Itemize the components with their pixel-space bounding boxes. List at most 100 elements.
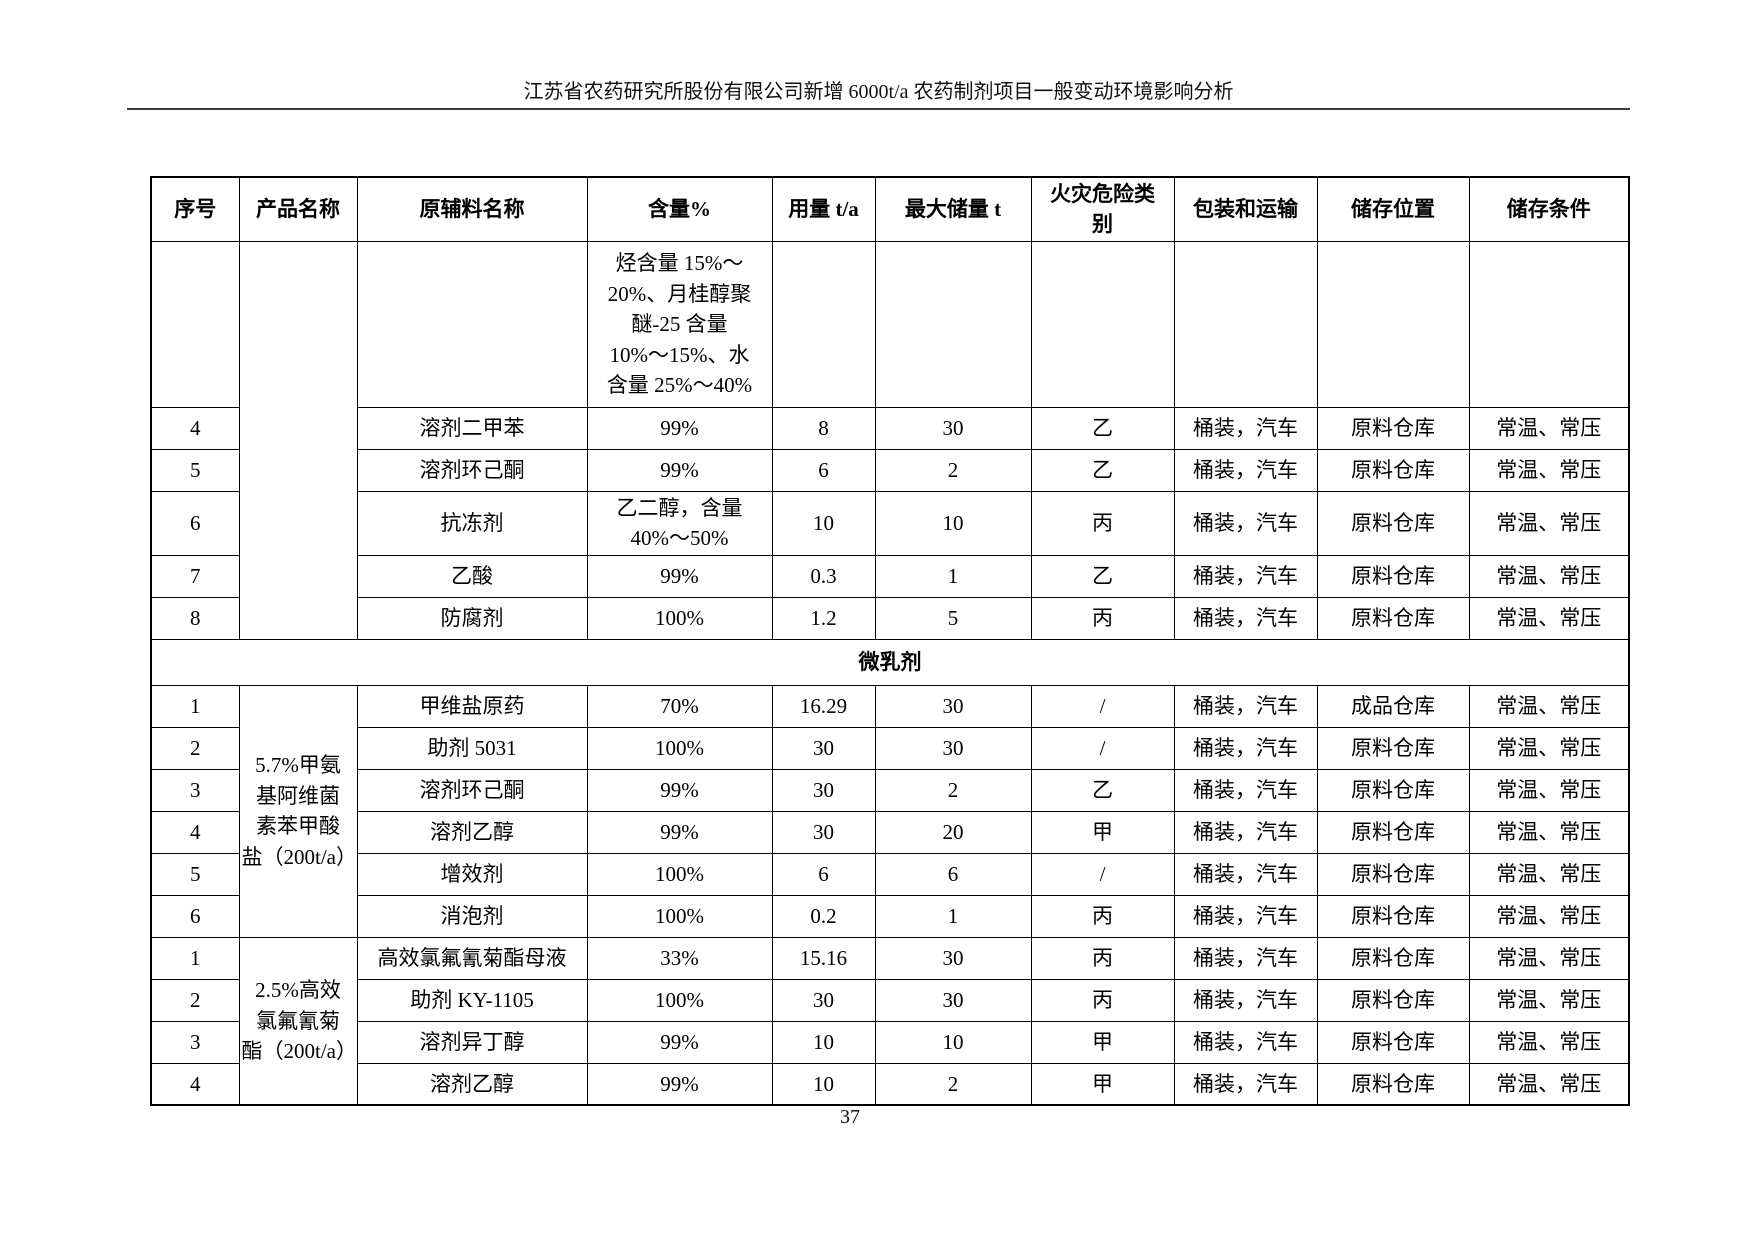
table-row: 6 抗冻剂 乙二醇，含量 40%～50% 10 10 丙桶装，汽车 原料仓库 常温、常压 [150,490,1630,556]
table-cell: 3 [150,1020,240,1064]
column-header: 火灾危险类 别 [1030,176,1175,242]
table-cell: 丙 [1030,490,1175,556]
table-cell: 桶装，汽车 [1173,1062,1318,1106]
table-cell: 4 [150,810,240,854]
table-cell: 4 [150,406,240,450]
table-cell: 常温、常压 [1468,1062,1630,1106]
table-cell: 15.16 [771,936,876,980]
table-cell [356,240,588,408]
table-cell [771,240,876,408]
table-cell: 99% [586,1020,773,1064]
table-cell: 原料仓库 [1316,852,1470,896]
table-cell: 增效剂 [356,852,588,896]
table-cell: 常温、常压 [1468,852,1630,896]
table-cell: 常温、常压 [1468,936,1630,980]
table-cell: 乙酸 [356,554,588,598]
table-cell: 原料仓库 [1316,596,1470,640]
table-cell: 常温、常压 [1468,448,1630,492]
table-cell: 10 [771,1062,876,1106]
table-cell: 甲 [1030,810,1175,854]
table-cell: 桶装，汽车 [1173,894,1318,938]
table-cell: 原料仓库 [1316,768,1470,812]
table-cell: 6 [771,852,876,896]
table-cell: 丙 [1030,596,1175,640]
table-header: 序号 产品名称 原辅料名称 含量% 用量 t/a 最大储量 t 火灾危险类 别包装和运输 储存… [150,176,1630,242]
table-cell: 常温、常压 [1468,978,1630,1022]
table-cell: 30 [874,684,1032,728]
table-cell [150,240,240,408]
table-cell: 99% [586,810,773,854]
table-cell: 桶装，汽车 [1173,406,1318,450]
table-row: 2 助剂 KY-1105 100% 30 30 丙桶装，汽车 原料仓库 常温、常压 [150,978,1630,1022]
column-header: 含量% [586,176,773,242]
table-cell: 5 [874,596,1032,640]
table-row: 1 2.5%高效 氯氟氰菊 酯（200t/a） 高效氯氟氰菊酯母液 33% 15.16 3… [150,936,1630,1106]
table-cell: 甲 [1030,1020,1175,1064]
raw-materials-table: 序号 产品名称 原辅料名称 含量% 用量 t/a 最大储量 t 火灾危险类 别包装和运输 储存… [150,176,1630,1107]
table-cell: 原料仓库 [1316,1062,1470,1106]
table-row: 8 防腐剂 100% 1.2 5 丙桶装，汽车 原料仓库 常温、常压 [150,596,1630,640]
table-cell: 桶装，汽车 [1173,852,1318,896]
table-cell: 丙 [1030,894,1175,938]
table-cell: 4 [150,1062,240,1106]
table-row: 1 5.7%甲氨 基阿维菌 素苯甲酸 盐（200t/a） 甲维盐原药 70% 16.29… [150,684,1630,938]
table-row: 6 消泡剂 100% 0.2 1 丙桶装，汽车 原料仓库 常温、常压 [150,894,1630,938]
table-cell: 2 [150,978,240,1022]
table-cell: 桶装，汽车 [1173,726,1318,770]
table-cell: 溶剂环己酮 [356,768,588,812]
table-cell: 原料仓库 [1316,810,1470,854]
table-cell: 33% [586,936,773,980]
table-cell: 5 [150,448,240,492]
table-cell: 1 [150,684,240,728]
table-cell: 溶剂乙醇 [356,810,588,854]
table-row: 5 溶剂环己酮 99% 6 2 乙桶装，汽车 原料仓库 常温、常压 [150,448,1630,492]
table-cell: 99% [586,1062,773,1106]
column-header: 包装和运输 [1173,176,1318,242]
table-cell: 8 [771,406,876,450]
table-cell: 2 [874,448,1032,492]
table-cell: 原料仓库 [1316,726,1470,770]
table-cell [874,240,1032,408]
table-header-row: 序号 产品名称 原辅料名称 含量% 用量 t/a 最大储量 t 火灾危险类 别包装和运输 储存… [150,176,1630,242]
table-cell: 常温、常压 [1468,554,1630,598]
table-cell: 溶剂环己酮 [356,448,588,492]
table-cell: 桶装，汽车 [1173,596,1318,640]
document-header-rule [127,108,1630,110]
table-cell: 20 [874,810,1032,854]
column-header: 用量 t/a [771,176,876,242]
column-header: 储存条件 [1468,176,1630,242]
table-cell: 30 [771,978,876,1022]
table-body: 烃含量 15%～ 20%、月桂醇聚 醚-25 含量 10%～15%、水 含量 2… [150,240,1630,1106]
table-cell: 2 [150,726,240,770]
table-cell: 0.2 [771,894,876,938]
table-cell: 99% [586,448,773,492]
table-cell: 消泡剂 [356,894,588,938]
section-row: 微乳剂 [150,638,1630,686]
table-cell: 桶装，汽车 [1173,1020,1318,1064]
table-cell: 常温、常压 [1468,768,1630,812]
table-cell: 8 [150,596,240,640]
table-cell: 常温、常压 [1468,810,1630,854]
table-cell: 30 [874,978,1032,1022]
table-cell [1030,240,1175,408]
table-cell: 常温、常压 [1468,406,1630,450]
table-cell: 6 [874,852,1032,896]
table-cell: 溶剂二甲苯 [356,406,588,450]
table-cell: 1 [874,894,1032,938]
table-cell: 10 [771,490,876,556]
table-cell: 原料仓库 [1316,978,1470,1022]
table-cell: 0.3 [771,554,876,598]
table-cell: 99% [586,554,773,598]
table-cell: 甲维盐原药 [356,684,588,728]
table-cell: 30 [874,406,1032,450]
table-cell: 常温、常压 [1468,596,1630,640]
table-cell: 溶剂异丁醇 [356,1020,588,1064]
table-cell: 99% [586,768,773,812]
table-cell: 常温、常压 [1468,894,1630,938]
table-cell: 桶装，汽车 [1173,448,1318,492]
table-row: 2 助剂 5031 100% 30 30/桶装，汽车 原料仓库 常温、常压 [150,726,1630,770]
table-cell: 烃含量 15%～ 20%、月桂醇聚 醚-25 含量 10%～15%、水 含量 2… [586,240,773,408]
table-cell: 原料仓库 [1316,1020,1470,1064]
table-cell: 桶装，汽车 [1173,684,1318,728]
